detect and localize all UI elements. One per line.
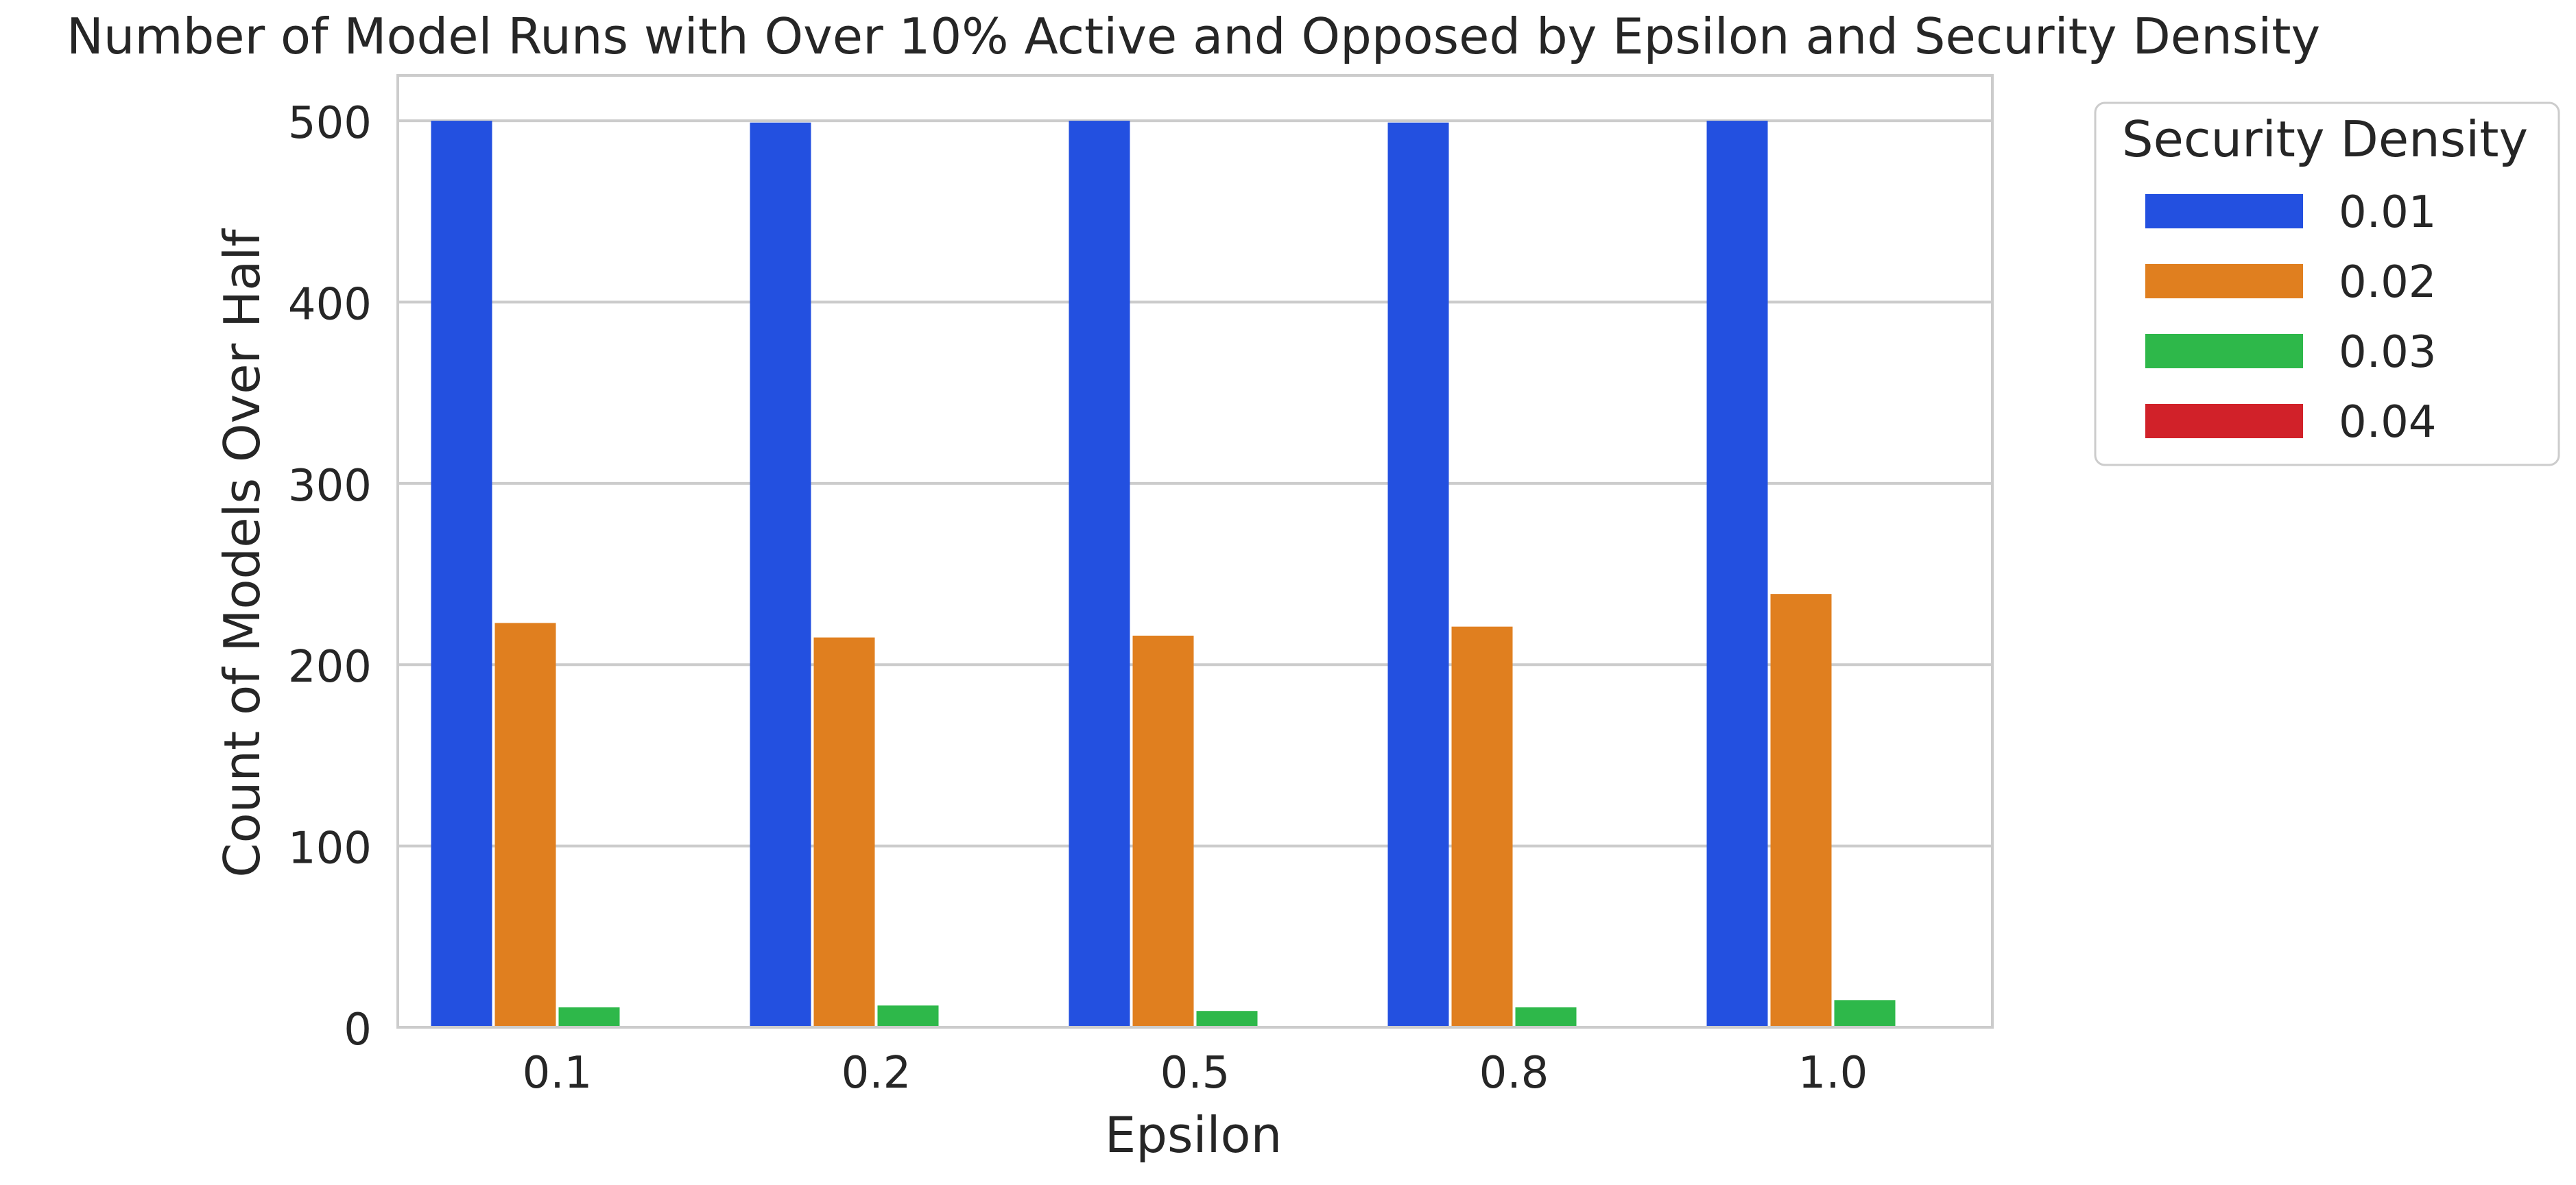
bar-0.2-0.01 <box>750 122 811 1028</box>
legend-title: Security Density <box>2122 110 2528 168</box>
bar-1.0-0.02 <box>1770 594 1832 1027</box>
x-tick-label: 0.5 <box>1160 1048 1230 1099</box>
y-tick-label: 100 <box>288 824 372 874</box>
y-tick-label: 300 <box>288 461 372 512</box>
bar-1.0-0.01 <box>1706 121 1768 1028</box>
x-tick-label: 0.2 <box>842 1048 911 1099</box>
legend: Security Density 0.01 0.02 0.03 0.04 <box>2094 101 2560 466</box>
legend-swatch-0.03 <box>2145 334 2303 368</box>
y-tick-label: 400 <box>288 279 372 330</box>
bar-0.5-0.01 <box>1069 121 1130 1028</box>
bar-0.2-0.02 <box>813 637 875 1027</box>
legend-swatch-0.04 <box>2145 404 2303 438</box>
legend-label: 0.02 <box>2339 257 2437 308</box>
bars-group <box>431 121 1896 1028</box>
y-tick-label: 0 <box>344 1005 372 1055</box>
bar-0.8-0.01 <box>1387 122 1449 1028</box>
y-axis-label: Count of Models Over Half <box>213 228 271 878</box>
bar-0.1-0.02 <box>494 623 556 1027</box>
bar-1.0-0.03 <box>1834 1000 1896 1027</box>
x-tick-label: 0.8 <box>1479 1048 1549 1099</box>
bar-0.5-0.02 <box>1132 635 1194 1027</box>
plot-border <box>396 74 1994 1029</box>
bar-0.2-0.03 <box>877 1005 939 1027</box>
y-tick-label: 500 <box>288 98 372 149</box>
x-axis-label: Epsilon <box>1105 1106 1282 1164</box>
chart-title: Number of Model Runs with Over 10% Activ… <box>67 8 2320 65</box>
bar-0.1-0.01 <box>431 121 492 1028</box>
bar-0.5-0.03 <box>1196 1011 1258 1027</box>
x-tick-label: 1.0 <box>1798 1048 1868 1099</box>
legend-label: 0.04 <box>2339 397 2437 448</box>
x-tick-label: 0.1 <box>523 1048 593 1099</box>
bar-0.8-0.02 <box>1451 626 1513 1027</box>
bar-0.8-0.03 <box>1515 1007 1577 1027</box>
legend-items: 0.01 0.02 0.03 0.04 <box>2145 187 2437 448</box>
legend-frame <box>2094 101 2560 466</box>
plot-frame <box>396 74 1994 1029</box>
legend-label: 0.01 <box>2339 187 2437 238</box>
y-tick-labels: 0 100 200 300 400 500 <box>288 98 372 1055</box>
legend-swatch-0.02 <box>2145 264 2303 298</box>
legend-label: 0.03 <box>2339 327 2437 378</box>
x-tick-labels: 0.1 0.2 0.5 0.8 1.0 <box>523 1048 1868 1099</box>
legend-swatch-0.01 <box>2145 194 2303 228</box>
y-tick-label: 200 <box>288 642 372 693</box>
bar-0.1-0.03 <box>558 1007 620 1027</box>
